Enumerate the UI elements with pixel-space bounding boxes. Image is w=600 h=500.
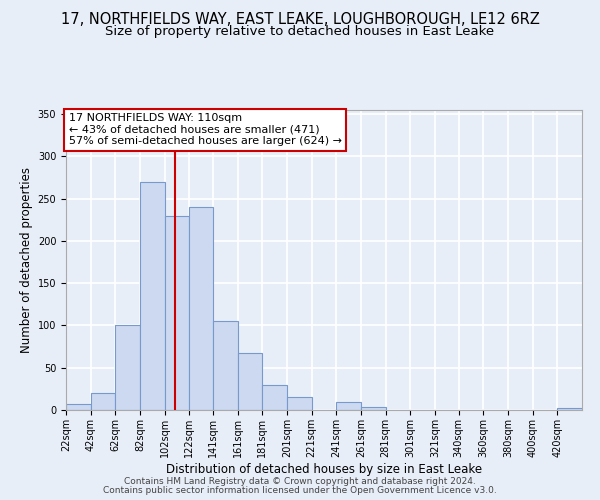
Bar (190, 207, 213, 410)
Bar (361, 408, 386, 410)
X-axis label: Distribution of detached houses by size in East Leake: Distribution of detached houses by size … (166, 462, 482, 475)
Text: 17 NORTHFIELDS WAY: 110sqm
← 43% of detached houses are smaller (471)
57% of sem: 17 NORTHFIELDS WAY: 110sqm ← 43% of deta… (68, 113, 341, 146)
Text: Size of property relative to detached houses in East Leake: Size of property relative to detached ho… (106, 25, 494, 38)
Bar (66, 404, 91, 410)
Text: Contains HM Land Registry data © Crown copyright and database right 2024.: Contains HM Land Registry data © Crown c… (124, 477, 476, 486)
Bar (165, 216, 190, 410)
Bar (287, 398, 311, 410)
Bar (115, 326, 140, 410)
Text: 17, NORTHFIELDS WAY, EAST LEAKE, LOUGHBOROUGH, LE12 6RZ: 17, NORTHFIELDS WAY, EAST LEAKE, LOUGHBO… (61, 12, 539, 28)
Bar (262, 384, 287, 410)
Y-axis label: Number of detached properties: Number of detached properties (20, 167, 34, 353)
Bar (337, 402, 361, 410)
Text: Contains public sector information licensed under the Open Government Licence v3: Contains public sector information licen… (103, 486, 497, 495)
Bar (238, 352, 262, 410)
Bar (140, 182, 165, 410)
Bar (91, 393, 115, 410)
Bar (213, 322, 238, 410)
Bar (557, 408, 582, 410)
